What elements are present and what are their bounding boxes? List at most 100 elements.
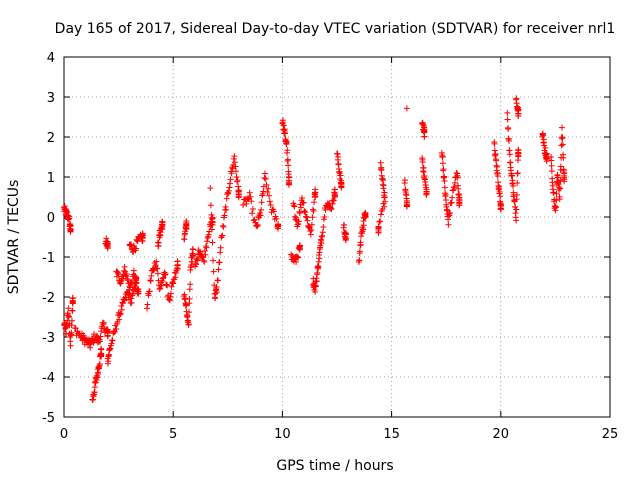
data-point [187,281,194,288]
data-point [307,228,314,235]
data-point [362,211,369,218]
axis-ticks [63,56,611,418]
data-point [300,199,307,206]
data-point [356,248,363,255]
data-point [285,162,292,169]
data-point [376,218,383,225]
data-point [189,250,196,257]
data-point [204,234,211,241]
data-point [320,223,327,230]
data-point [380,182,387,189]
data-point [128,299,135,306]
y-axis-label: SDTVAR / TECUs [6,180,22,295]
data-point [121,263,128,270]
data-point [231,153,238,160]
data-point [295,254,302,261]
data-point [294,221,301,228]
data-point [232,163,239,170]
data-point [196,248,203,255]
data-point [513,217,520,224]
data-point [419,158,426,165]
data-point [235,191,242,198]
data-point [248,198,255,205]
data-point [301,208,308,215]
data-point [421,129,428,136]
data-point [220,223,227,230]
data-point [80,332,87,339]
data-point [304,217,311,224]
y-tick-label: 1 [47,171,55,186]
data-point [294,253,301,260]
data-point [309,214,316,221]
data-point [155,239,162,246]
x-axis-label: GPS time / hours [276,458,393,474]
data-point [223,195,230,202]
data-point [380,200,387,207]
data-point [420,164,427,171]
data-point [124,277,131,284]
data-point [451,184,458,191]
data-point [218,233,225,240]
data-point [69,294,76,301]
data-point [280,122,287,129]
data-point [209,239,216,246]
data-point [189,258,196,265]
data-point [273,215,280,222]
data-point [96,360,103,367]
data-point [128,241,135,248]
data-point [240,202,247,209]
data-point [186,309,193,316]
data-point [312,288,319,295]
data-point [226,180,233,187]
data-point [377,159,384,166]
data-point [302,209,309,216]
data-point [147,277,154,284]
data-point [555,181,562,188]
data-point [319,232,326,239]
data-point [451,179,458,186]
data-point [263,181,270,188]
data-point [232,168,239,175]
data-point [166,296,173,303]
data-point [357,241,364,248]
data-point [341,221,348,228]
data-point [144,301,151,308]
data-point [403,202,410,209]
data-point [147,278,154,285]
data-point [356,257,363,264]
data-point [257,210,264,217]
y-tick-label: -4 [42,371,55,386]
data-point [224,191,231,198]
data-point [284,147,291,154]
data-point [113,326,120,333]
data-point [258,199,265,206]
data-point [243,200,250,207]
data-point [261,175,268,182]
data-point [94,374,101,381]
data-point [254,221,261,228]
data-point [197,250,204,257]
data-point [542,144,549,151]
data-point [335,154,342,161]
data-point [334,150,341,157]
data-point [108,340,115,347]
data-point [205,231,212,238]
data-point [100,321,107,328]
data-point [217,244,224,251]
data-point [219,232,226,239]
data-point [312,283,319,290]
data-point [174,258,181,265]
data-point [117,310,124,317]
data-point [309,206,316,213]
data-point [231,159,238,166]
data-point [208,226,215,233]
data-point [318,240,325,247]
data-point [203,244,210,251]
data-point [319,229,326,236]
data-point [496,188,503,195]
data-point [132,273,139,280]
data-point [342,229,349,236]
data-point [552,204,559,211]
data-point [192,260,199,267]
data-point [167,293,174,300]
